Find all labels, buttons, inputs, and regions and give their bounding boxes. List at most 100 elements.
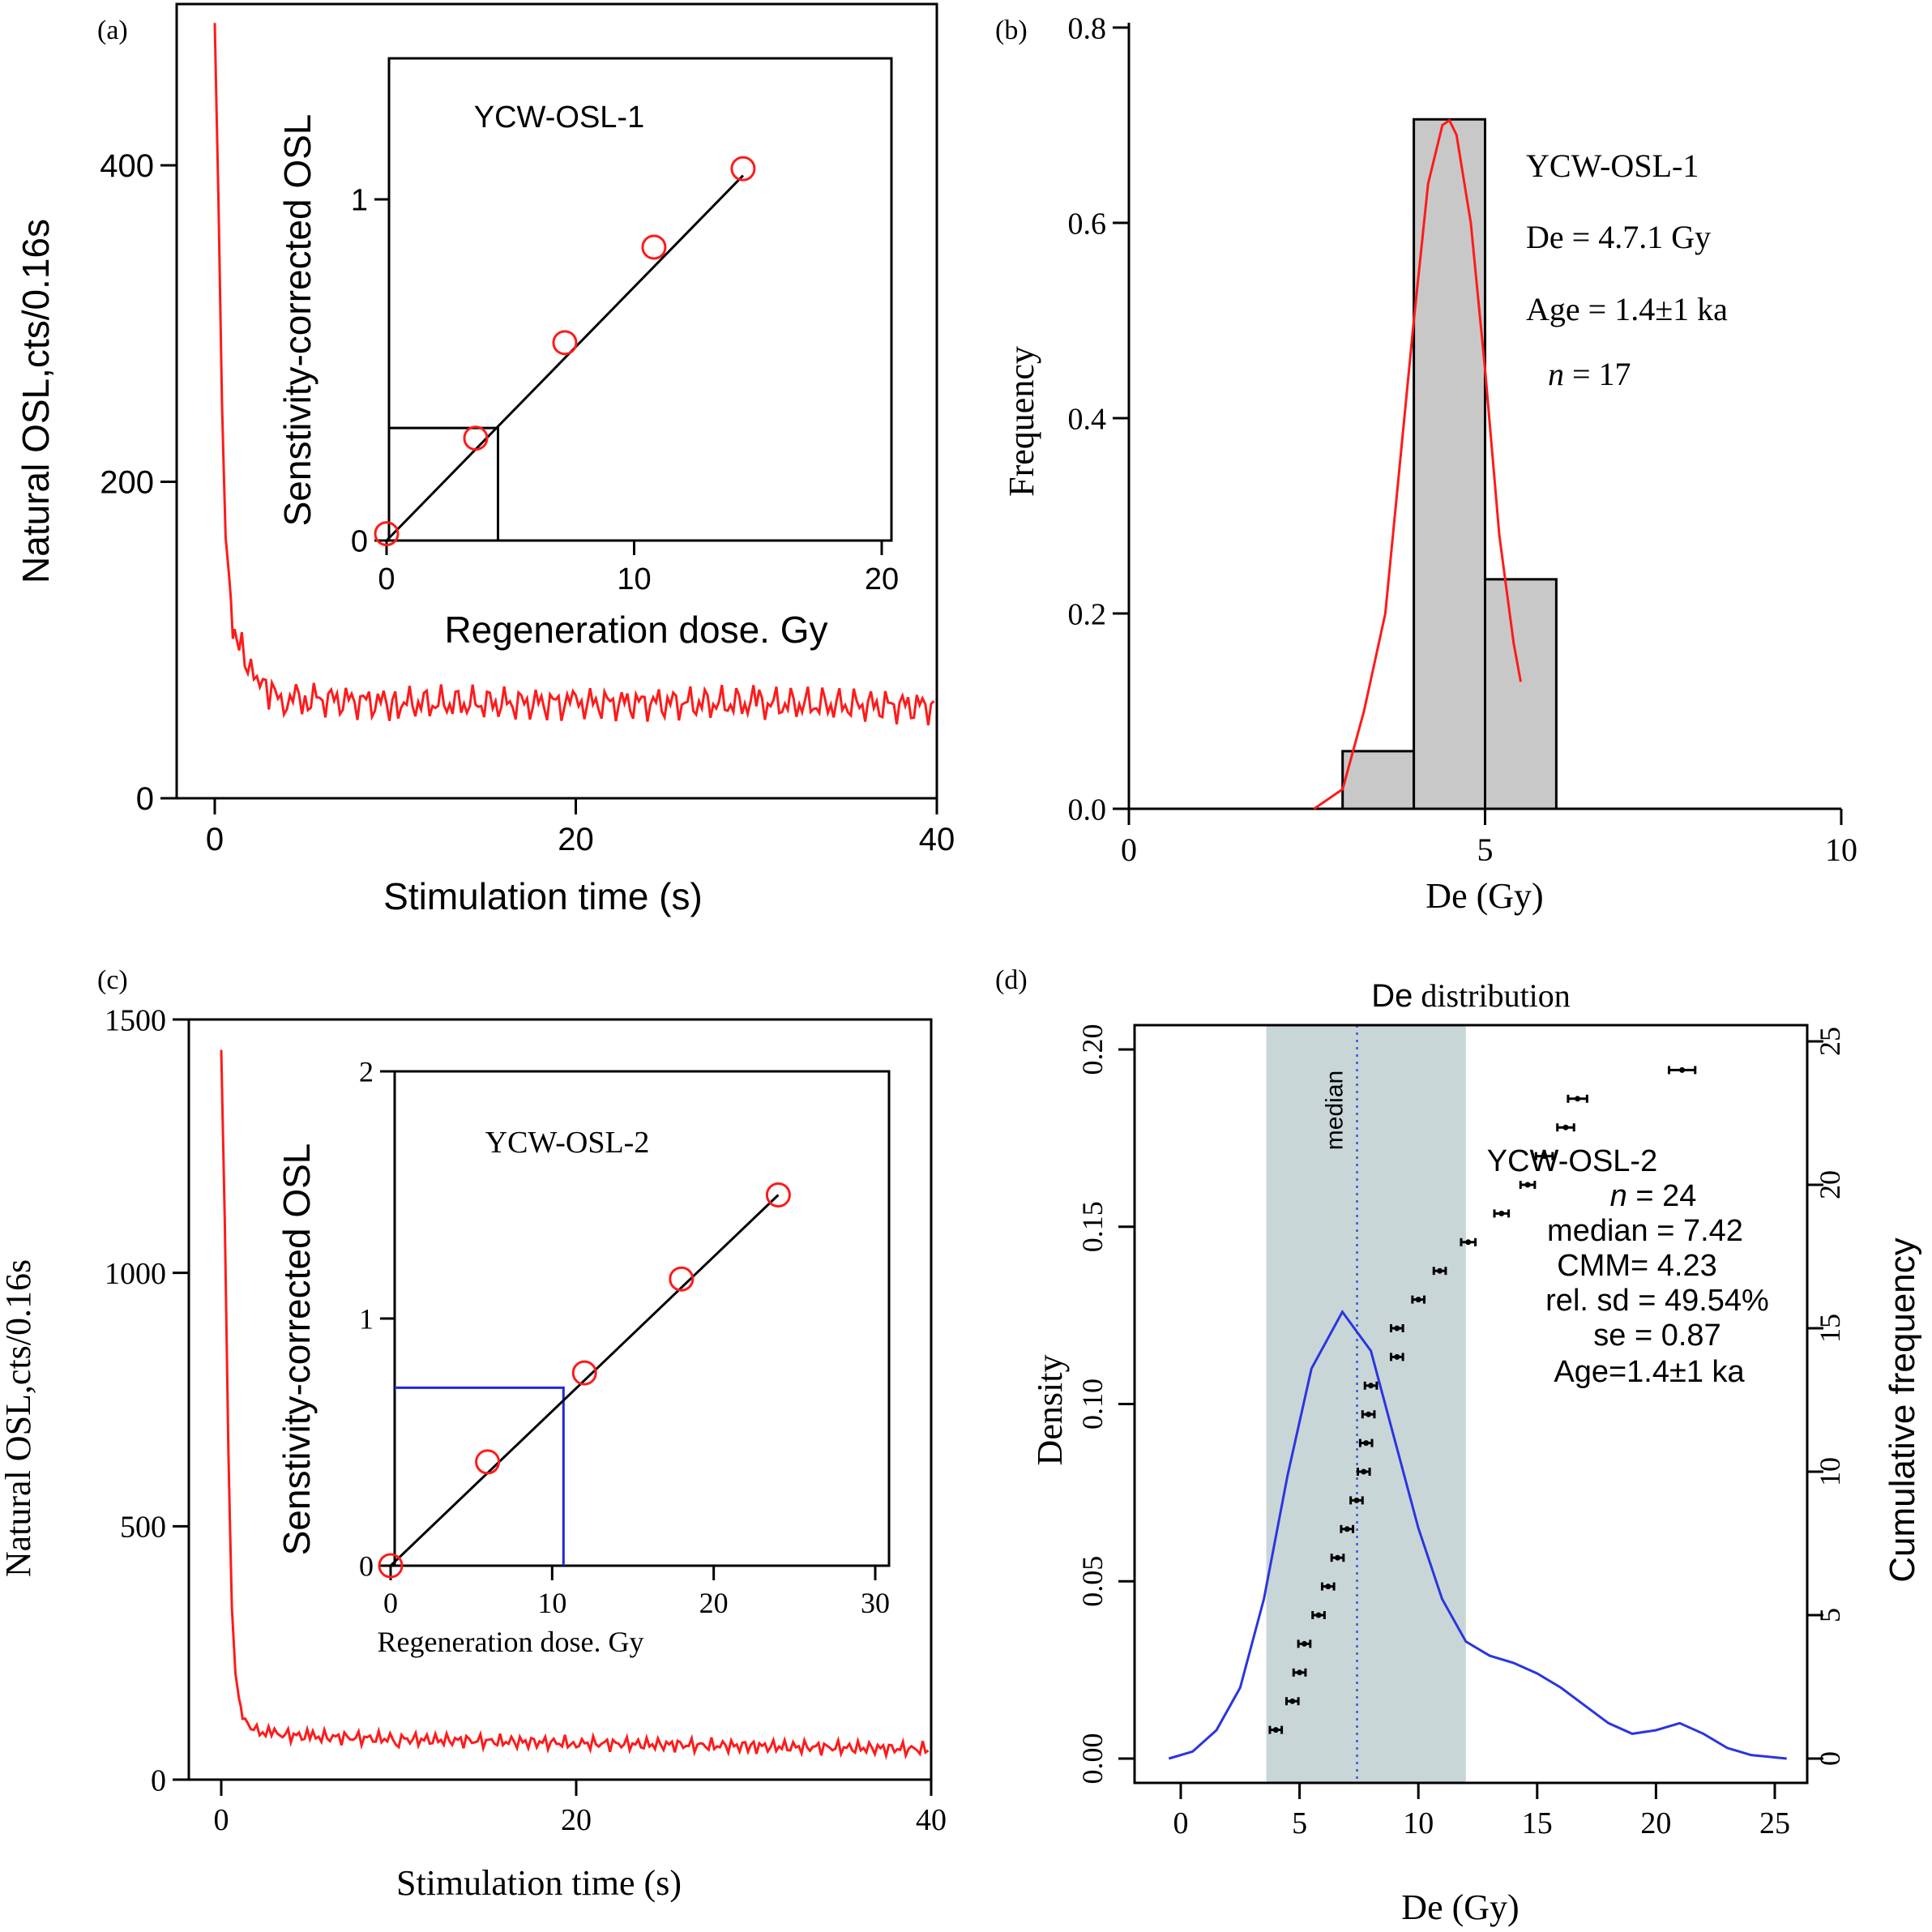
panel-c-inset-interpolation-lines — [395, 1386, 565, 1566]
panel-a-inset-fit-line — [385, 174, 744, 542]
panel-c-ytick-label: 1500 — [105, 1003, 166, 1037]
panel-d-annotation-age: Age=1.4±1 ka — [1554, 1355, 1745, 1389]
panel-d-ytick-label: 0.20 — [1076, 1024, 1109, 1075]
panel-c-inset-xtick-label: 20 — [699, 1587, 729, 1619]
panel-d-frame — [1133, 1024, 1809, 1785]
panel-a-frame — [175, 2, 938, 800]
panel-d-xlabel: De (Gy) — [1401, 1887, 1519, 1927]
panel-c-inset-x-ticks: 0 10 20 30 — [383, 1566, 890, 1619]
panel-c-inset-sample-label: YCW-OSL-2 — [485, 1126, 650, 1160]
panel-c-inset: YCW-OSL-2 Regeneration dose. Gy Senstivi… — [276, 1056, 891, 1658]
panel-a-inset-frame — [387, 57, 893, 542]
panel-d-y-ticks: 0.00 0.05 0.10 0.15 0.20 — [1076, 1024, 1135, 1785]
panel-c-inset-ytick-label: 1 — [359, 1303, 374, 1336]
panel-b-annotation-age: Age = 1.4±1 ka — [1526, 291, 1728, 327]
panel-c-letter: (c) — [97, 965, 128, 995]
panel-b-ytick-label: 0.6 — [1068, 207, 1107, 241]
panel-c-inset-ylabel: Senstivity-corrected OSL — [276, 1143, 318, 1556]
panel-d-cumulative-point — [1289, 1698, 1296, 1704]
panel-c-x-ticks: 0 20 40 — [214, 1780, 947, 1837]
panel-b: (b) De (Gy) Frequency 0 5 10 0.00.20.40.60… — [995, 11, 1857, 916]
panel-d-letter: (d) — [995, 965, 1028, 995]
panel-c: (c) Stimulation time (s) Natural OSL,cts… — [0, 965, 947, 1903]
panel-a-inset: YCW-OSL-1 Regeneration dose. Gy Senstivi… — [276, 57, 899, 651]
panel-d-y2-ytick-label: 25 — [1814, 1027, 1846, 1056]
panel-a-ytick-label: 0 — [136, 781, 154, 817]
panel-a-ylabel: Natural OSL,cts/0.16s — [15, 219, 57, 583]
panel-a-inset-ytick-label: 0 — [351, 524, 368, 558]
panel-c-inset-y-ticks: 0 1 2 — [359, 1056, 395, 1583]
panel-c-inset-point — [669, 1266, 695, 1292]
panel-d-cumulative-point — [1575, 1096, 1581, 1102]
panel-d-y2-ytick-label: 15 — [1814, 1314, 1846, 1343]
panel-d-xtick-label: 0 — [1173, 1806, 1189, 1840]
panel-d-cumulative-point — [1272, 1727, 1279, 1733]
panel-c-osl-curve — [220, 1049, 930, 1761]
panel-a-inset-sample-label: YCW-OSL-1 — [474, 100, 644, 135]
panel-c-inset-fit-line — [389, 1194, 780, 1567]
panel-a-ytick-label: 200 — [100, 465, 154, 501]
panel-d-cumulative-point — [1335, 1554, 1341, 1561]
panel-c-inset-ytick-label: 0 — [359, 1550, 374, 1583]
panel-d-x-ticks: 0 5 10 15 20 25 — [1173, 1783, 1790, 1840]
panel-d-cumulative-point — [1361, 1468, 1367, 1475]
panel-c-inset-point — [765, 1182, 791, 1208]
panel-d-cumulative-point — [1301, 1640, 1307, 1647]
panel-b-annotation-de: De = 4.7.1 Gy — [1526, 219, 1711, 255]
panel-a-inset-point — [552, 330, 578, 356]
panel-b-bar — [1413, 118, 1486, 810]
panel-c-xtick-label: 0 — [214, 1803, 229, 1837]
panel-a-ytick-label: 400 — [100, 148, 154, 184]
panel-c-frame — [187, 1018, 933, 1781]
panel-b-ylabel: Frequency — [1002, 346, 1041, 497]
panel-a-inset-x-ticks: 0 10 20 — [378, 541, 899, 596]
panel-d-y2label: Cumulative frequency — [1883, 1237, 1922, 1583]
panel-a-inset-point — [374, 521, 400, 547]
panel-a-inset-xtick-label: 20 — [865, 562, 899, 596]
panel-a-inset-points — [374, 156, 756, 547]
panel-d-shaded-range — [1266, 1025, 1466, 1783]
panel-c-xtick-label: 40 — [916, 1803, 947, 1837]
panel-d-cumulative-point — [1394, 1325, 1400, 1331]
panel-a-inset-xtick-label: 10 — [617, 562, 651, 596]
panel-d-kde-curve — [1168, 1310, 1787, 1760]
panel-d-xtick-label: 15 — [1522, 1806, 1553, 1840]
panel-d-cumulative-point — [1315, 1612, 1322, 1618]
panel-d-cumulative-point — [1394, 1353, 1400, 1360]
panel-a-inset-xtick-label: 0 — [378, 562, 395, 596]
panel-a-xtick-label: 40 — [919, 822, 955, 857]
panel-c-inset-xtick-label: 0 — [383, 1587, 398, 1619]
panel-d-cumulative-point — [1297, 1669, 1303, 1676]
panel-d-annotation-sample: YCW-OSL-2 — [1487, 1144, 1657, 1178]
panel-a-inset-ytick-label: 1 — [351, 183, 368, 217]
panel-c-inset-points — [378, 1182, 791, 1579]
panel-b-annotation-n: n = 17 — [1548, 356, 1631, 392]
panel-a-inset-y-ticks: 01 — [351, 183, 389, 558]
panel-b-y-ticks: 0.0 0.2 0.4 0.6 0.8 — [1068, 11, 1129, 827]
panel-d-cumulative-point — [1679, 1066, 1686, 1073]
panel-d-ylabel: Density — [1030, 1355, 1070, 1466]
panel-d-cumulative-point — [1465, 1239, 1472, 1246]
panel-b-kde-curve — [1313, 118, 1522, 810]
panel-d-cumulative-points — [1268, 1066, 1697, 1734]
panel-d-ytick-label: 0.10 — [1076, 1378, 1109, 1430]
panel-d-cumulative-point — [1415, 1297, 1421, 1303]
panel-d-cumulative-point — [1363, 1440, 1370, 1447]
panel-a-inset-point — [463, 425, 489, 451]
panel-b-ytick-label: 0.4 — [1068, 402, 1107, 436]
panel-c-ylabel: Natural OSL,cts/0.16s — [0, 1259, 38, 1577]
panel-d-annotation-cmm: CMM= 4.23 — [1557, 1249, 1716, 1283]
panel-d-cumulative-point — [1524, 1182, 1531, 1188]
panel-d-median-label: median — [1322, 1071, 1349, 1150]
panel-d-y2-ytick-label: 20 — [1814, 1170, 1846, 1199]
panel-a-inset-point — [641, 234, 667, 260]
panel-a-osl-curve — [213, 23, 935, 726]
panel-d-xtick-label: 25 — [1759, 1806, 1790, 1840]
panel-c-ytick-label: 1000 — [105, 1257, 166, 1291]
panel-c-xtick-label: 20 — [561, 1803, 592, 1837]
panel-d-cumulative-point — [1437, 1267, 1443, 1274]
panel-b-ytick-label: 0.8 — [1068, 11, 1107, 45]
panel-b-xtick-label: 0 — [1121, 831, 1137, 868]
panel-d-cumulative-point — [1541, 1153, 1548, 1160]
